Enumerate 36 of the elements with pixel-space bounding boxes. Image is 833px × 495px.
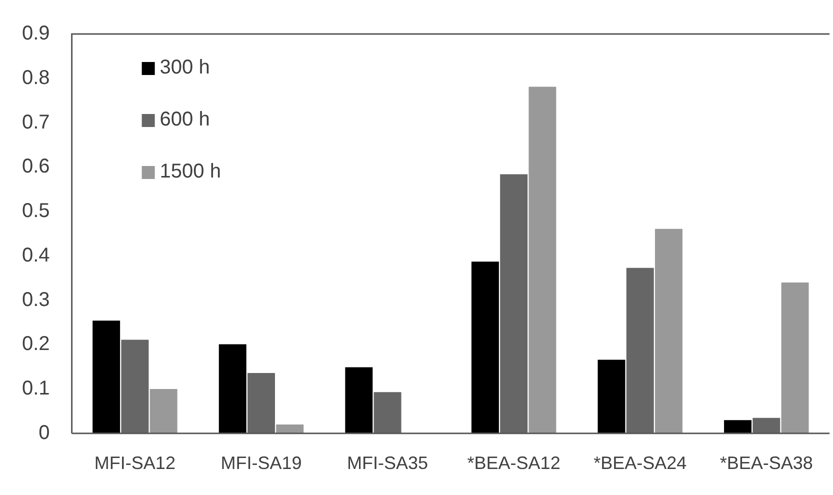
y-tick-label: 0.6 xyxy=(22,156,50,178)
bar xyxy=(598,360,626,434)
y-tick-label: 0.4 xyxy=(22,244,50,266)
bar xyxy=(345,367,373,434)
bar xyxy=(528,86,556,434)
bar xyxy=(781,282,809,434)
x-tick-label: MFI-SA35 xyxy=(347,453,428,474)
x-tick-label: MFI-SA12 xyxy=(94,453,176,474)
bar xyxy=(471,262,499,434)
y-tick-label: 0.2 xyxy=(22,333,50,356)
bar xyxy=(752,418,780,434)
bar xyxy=(218,344,246,434)
y-tick-label: 0.8 xyxy=(22,66,50,89)
bar xyxy=(247,373,275,434)
bar xyxy=(626,268,654,434)
y-tick-label: 0.1 xyxy=(22,378,50,400)
bar xyxy=(724,420,752,434)
x-tick-label: *BEA-SA24 xyxy=(594,453,687,474)
y-tick-label: 0.9 xyxy=(22,22,50,45)
x-tick-label: MFI-SA19 xyxy=(220,453,302,474)
bar xyxy=(374,392,402,434)
bar xyxy=(150,389,178,434)
bar xyxy=(121,340,149,434)
legend-label: 600 h xyxy=(160,108,210,131)
legend-label: 1500 h xyxy=(160,160,221,183)
y-tick-label: 0.7 xyxy=(22,111,50,134)
y-tick-label: 0.3 xyxy=(22,288,50,311)
x-tick-label: *BEA-SA38 xyxy=(720,453,813,474)
y-tick-label: 0 xyxy=(38,422,50,444)
bar xyxy=(92,320,120,434)
bar xyxy=(654,228,682,434)
x-tick-label: *BEA-SA12 xyxy=(467,453,560,474)
bar xyxy=(500,174,528,434)
bar xyxy=(276,424,304,434)
legend-label: 300 h xyxy=(160,56,210,79)
y-tick-label: 0.5 xyxy=(22,200,50,222)
